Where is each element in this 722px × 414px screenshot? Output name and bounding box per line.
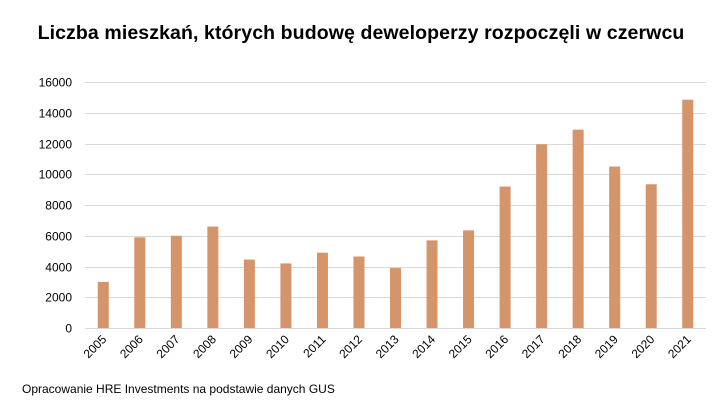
bar-2019 (609, 166, 621, 328)
bar-2017 (536, 144, 548, 328)
bar-2010 (280, 263, 292, 328)
x-tick-label: 2010 (263, 332, 292, 361)
y-tick-label: 14000 (39, 107, 73, 121)
y-tick-label: 8000 (45, 199, 72, 213)
x-tick-label: 2016 (482, 332, 511, 361)
x-tick-label: 2008 (190, 332, 219, 361)
y-tick-label: 12000 (39, 138, 73, 152)
bar-2016 (499, 186, 511, 328)
x-tick-label: 2017 (519, 332, 548, 361)
y-tick-label: 10000 (39, 168, 73, 182)
x-tick-label: 2006 (117, 332, 146, 361)
bar-2014 (426, 240, 438, 328)
x-tick-label: 2012 (336, 332, 365, 361)
x-tick-label: 2019 (592, 332, 621, 361)
source-note: Opracowanie HRE Investments na podstawie… (22, 382, 335, 396)
bar-2009 (243, 259, 255, 328)
bar-2021 (682, 99, 694, 329)
x-tick-label: 2005 (81, 332, 110, 361)
bar-2012 (353, 256, 365, 328)
y-tick-label: 16000 (39, 76, 73, 90)
bar-2007 (170, 235, 182, 328)
x-tick-label: 2021 (665, 332, 694, 361)
x-tick-label: 2015 (446, 332, 475, 361)
chart-title: Liczba mieszkań, których budowę dewelope… (37, 22, 685, 44)
y-tick-label: 4000 (45, 261, 72, 275)
bar-2013 (390, 268, 401, 328)
x-tick-label: 2018 (555, 332, 584, 361)
x-tick-label: 2013 (373, 332, 402, 361)
y-tick-label: 6000 (45, 230, 72, 244)
bar-2018 (572, 129, 584, 328)
bar-2011 (316, 252, 328, 328)
bar-2020 (645, 184, 657, 328)
x-tick-label: 2020 (629, 332, 658, 361)
x-tick-label: 2009 (227, 332, 256, 361)
bar-2006 (134, 237, 146, 328)
x-tick-label: 2014 (409, 332, 438, 361)
bar-2008 (207, 226, 219, 328)
y-tick-label: 2000 (45, 291, 72, 305)
y-tick-label: 0 (65, 322, 72, 336)
bar-2005 (97, 281, 109, 328)
x-tick-label: 2007 (154, 332, 183, 361)
x-tick-label: 2011 (300, 332, 328, 360)
bar-2015 (463, 230, 475, 328)
